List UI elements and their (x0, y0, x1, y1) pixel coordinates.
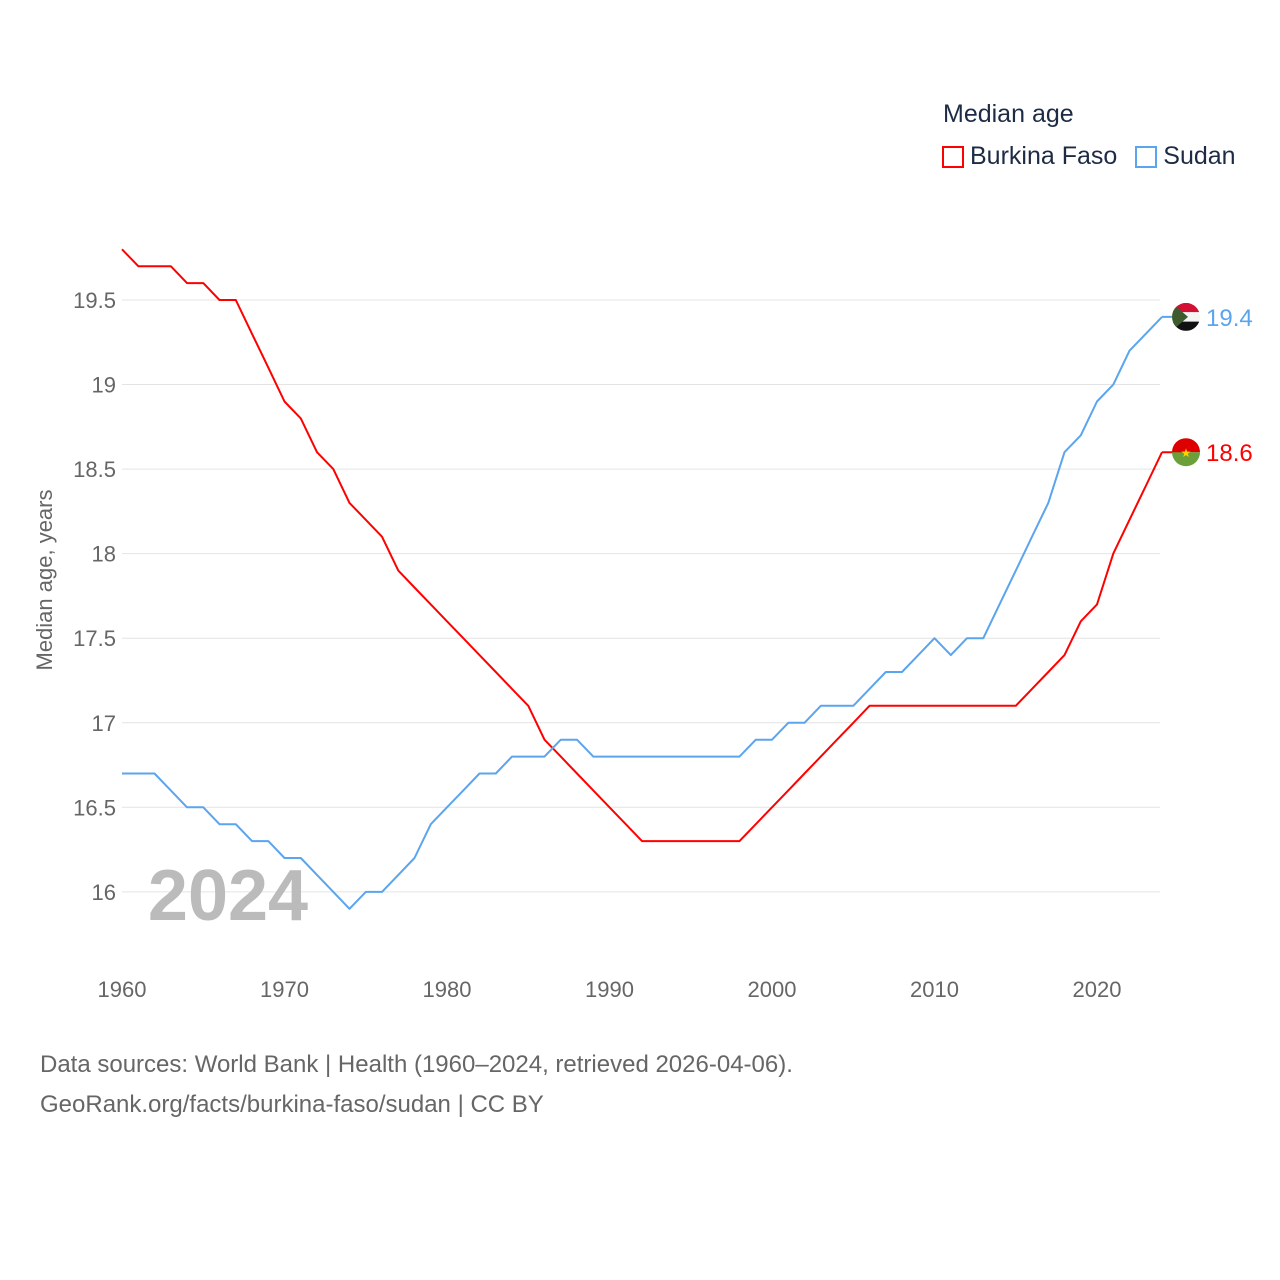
x-tick-label: 2000 (748, 977, 797, 1002)
y-tick-label: 19.5 (73, 288, 116, 313)
legend-label: Burkina Faso (970, 142, 1118, 170)
source-note: Data sources: World Bank | Health (1960–… (40, 1045, 793, 1125)
x-tick-label: 1990 (585, 977, 634, 1002)
legend: Burkina Faso Sudan (942, 142, 1236, 171)
star-icon: ★ (1181, 446, 1192, 460)
flag-stripe (1172, 302, 1200, 313)
x-tick-label: 2010 (910, 977, 959, 1002)
flag-stripe (1172, 321, 1200, 331)
series-line-sudan (122, 316, 1163, 910)
x-tick-label: 2020 (1073, 977, 1122, 1002)
series-line-burkina-faso (121, 248, 1163, 843)
y-tick-label: 19 (92, 373, 116, 398)
end-value-label: 18.6 (1206, 440, 1253, 467)
legend-title: Median age (943, 100, 1074, 128)
end-value-label: 19.4 (1206, 305, 1253, 332)
y-tick-label: 18.5 (73, 457, 116, 482)
y-tick-label: 16 (92, 880, 116, 905)
source-line-2[interactable]: GeoRank.org/facts/burkina-faso/sudan | C… (40, 1091, 544, 1118)
legend-label: Sudan (1163, 142, 1236, 170)
x-tick-label: 1980 (423, 977, 472, 1002)
burkina-faso-flag-icon (1172, 452, 1200, 467)
flag-triangle (1172, 302, 1188, 331)
source-line-1: Data sources: World Bank | Health (1960–… (40, 1051, 793, 1078)
y-axis-label: Median age, years (32, 490, 57, 671)
y-tick-label: 18 (92, 542, 116, 567)
legend-item-burkina-faso[interactable]: Burkina Faso (942, 142, 1117, 171)
y-tick-label: 17.5 (73, 626, 116, 651)
x-tick-label: 1960 (98, 977, 147, 1002)
y-tick-label: 16.5 (73, 795, 116, 820)
legend-item-sudan[interactable]: Sudan (1135, 142, 1236, 171)
burkina-faso-flag-icon (1172, 438, 1200, 453)
x-tick-label: 1970 (260, 977, 309, 1002)
y-tick-label: 17 (92, 711, 116, 736)
year-watermark: 2024 (148, 856, 308, 936)
legend-swatch (942, 145, 964, 168)
legend-swatch (1135, 145, 1158, 168)
